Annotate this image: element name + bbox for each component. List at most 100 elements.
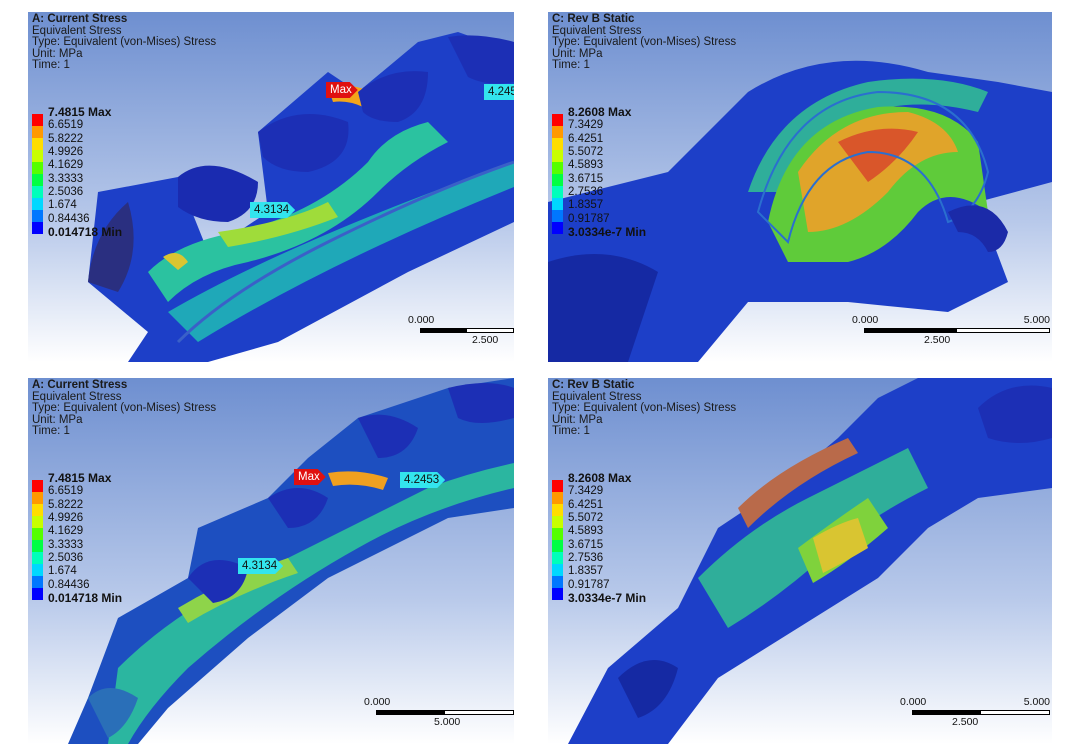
info-line: Unit: MPa <box>552 413 603 426</box>
legend-label: 7.3429 <box>568 485 604 498</box>
info-line: Unit: MPa <box>32 413 83 426</box>
probe-label[interactable]: 4.2453 <box>400 472 445 488</box>
legend-swatch <box>32 162 43 174</box>
info-line: Unit: MPa <box>32 47 83 60</box>
legend-label: 0.91787 <box>568 212 610 225</box>
legend-swatch <box>552 588 563 600</box>
info-line: Type: Equivalent (von-Mises) Stress <box>552 402 737 414</box>
info-line: Unit: MPa <box>552 47 603 60</box>
legend-label: 0.91787 <box>568 578 610 591</box>
scale-start-label: 0.000 <box>852 314 879 326</box>
legend-label: 1.8357 <box>568 565 604 578</box>
legend-label: 1.674 <box>48 565 77 578</box>
scale-mid-label: 2.500 <box>472 334 499 346</box>
scale-mid-label: 2.500 <box>924 334 951 346</box>
probe-label[interactable]: 4.3134 <box>238 558 283 574</box>
max-probe-label[interactable]: Max <box>294 469 326 485</box>
legend-label: 8.2608 Max <box>568 105 632 119</box>
legend-color-bar <box>552 480 563 600</box>
scale-end-label: 5.000 <box>1023 314 1050 326</box>
legend-swatch <box>552 222 563 234</box>
legend-swatch <box>552 528 563 540</box>
legend-swatch <box>32 480 43 492</box>
legend-color-bar <box>32 480 43 600</box>
legend-swatch <box>32 186 43 198</box>
legend-swatch <box>32 540 43 552</box>
legend-swatch <box>552 492 563 504</box>
legend-swatch <box>552 504 563 516</box>
max-probe-label[interactable]: Max <box>326 82 358 98</box>
legend-swatch <box>552 564 563 576</box>
legend-label: 3.3333 <box>48 538 84 551</box>
legend-swatch <box>552 150 563 162</box>
result-title: A: Current Stress <box>32 13 128 25</box>
legend-label: 7.4815 Max <box>48 105 112 119</box>
legend-label: 2.7536 <box>568 552 604 564</box>
info-line: Time: 1 <box>552 425 590 437</box>
scale-bar <box>912 710 1050 715</box>
legend-swatch <box>32 126 43 138</box>
legend-label: 7.3429 <box>568 119 604 132</box>
legend-swatch <box>32 564 43 576</box>
result-panel-top-right: C: Rev B Static Equivalent Stress Type: … <box>548 12 1052 362</box>
scale-bar <box>420 328 514 333</box>
info-line: Type: Equivalent (von-Mises) Stress <box>32 36 217 48</box>
legend-label: 4.9926 <box>48 512 84 524</box>
legend-color-bar <box>552 114 563 234</box>
legend-label: 4.1629 <box>48 525 84 538</box>
legend-swatch <box>552 198 563 210</box>
result-title: C: Rev B Static <box>552 13 635 25</box>
legend-label: 5.5072 <box>568 146 604 158</box>
legend-label: 2.5036 <box>48 552 84 564</box>
probe-label[interactable]: 4.245 <box>484 84 514 100</box>
legend-swatch <box>32 138 43 150</box>
legend-swatch <box>32 150 43 162</box>
info-line: Equivalent Stress <box>552 24 642 37</box>
viewport-background <box>548 378 1052 744</box>
scale-bar <box>376 710 514 715</box>
legend-label: 2.5036 <box>48 186 84 198</box>
legend-swatch <box>32 528 43 540</box>
legend-swatch <box>552 114 563 126</box>
legend-label: 1.8357 <box>568 199 604 212</box>
legend-swatch <box>552 210 563 222</box>
legend-label: 2.7536 <box>568 186 604 198</box>
legend-swatch <box>552 576 563 588</box>
legend-label: 4.5893 <box>568 159 604 172</box>
scale-ruler: 0.000 5.000 <box>364 696 514 736</box>
result-info: C: Rev B Static Equivalent Stress Type: … <box>552 379 737 438</box>
legend-label: 4.1629 <box>48 159 84 172</box>
info-line: Equivalent Stress <box>552 390 642 403</box>
legend-label: 7.4815 Max <box>48 471 112 485</box>
legend-label: 6.6519 <box>48 485 84 498</box>
legend-label: 4.9926 <box>48 146 84 158</box>
legend-swatch <box>32 198 43 210</box>
scale-ruler: 0.000 2.500 <box>408 314 514 354</box>
legend-label: 4.5893 <box>568 525 604 538</box>
legend-swatch <box>32 222 43 234</box>
legend-swatch <box>552 516 563 528</box>
legend-label: 3.6715 <box>568 538 604 551</box>
legend-label: 3.3333 <box>48 172 84 185</box>
legend-label: 0.014718 Min <box>48 591 123 605</box>
info-line: Equivalent Stress <box>32 390 122 403</box>
info-line: Time: 1 <box>552 59 590 71</box>
legend-swatch <box>32 492 43 504</box>
legend-swatch <box>552 186 563 198</box>
legend-swatch <box>552 552 563 564</box>
legend-label: 1.674 <box>48 199 77 212</box>
info-line: Type: Equivalent (von-Mises) Stress <box>552 36 737 48</box>
result-title: A: Current Stress <box>32 379 128 391</box>
probe-label[interactable]: 4.3134 <box>250 202 295 218</box>
viewport-background <box>28 12 514 362</box>
legend-swatch <box>32 552 43 564</box>
result-panel-bottom-right: C: Rev B Static Equivalent Stress Type: … <box>548 378 1052 744</box>
scale-start-label: 0.000 <box>900 696 927 708</box>
legend-label: 3.0334e-7 Min <box>568 591 647 605</box>
legend-label: 6.4251 <box>568 132 604 145</box>
legend-label: 5.8222 <box>48 132 84 145</box>
legend-label: 0.84436 <box>48 578 90 591</box>
legend-swatch <box>552 174 563 186</box>
scale-ruler: 0.000 5.000 2.500 <box>900 696 1050 736</box>
legend-label: 5.8222 <box>48 498 84 511</box>
